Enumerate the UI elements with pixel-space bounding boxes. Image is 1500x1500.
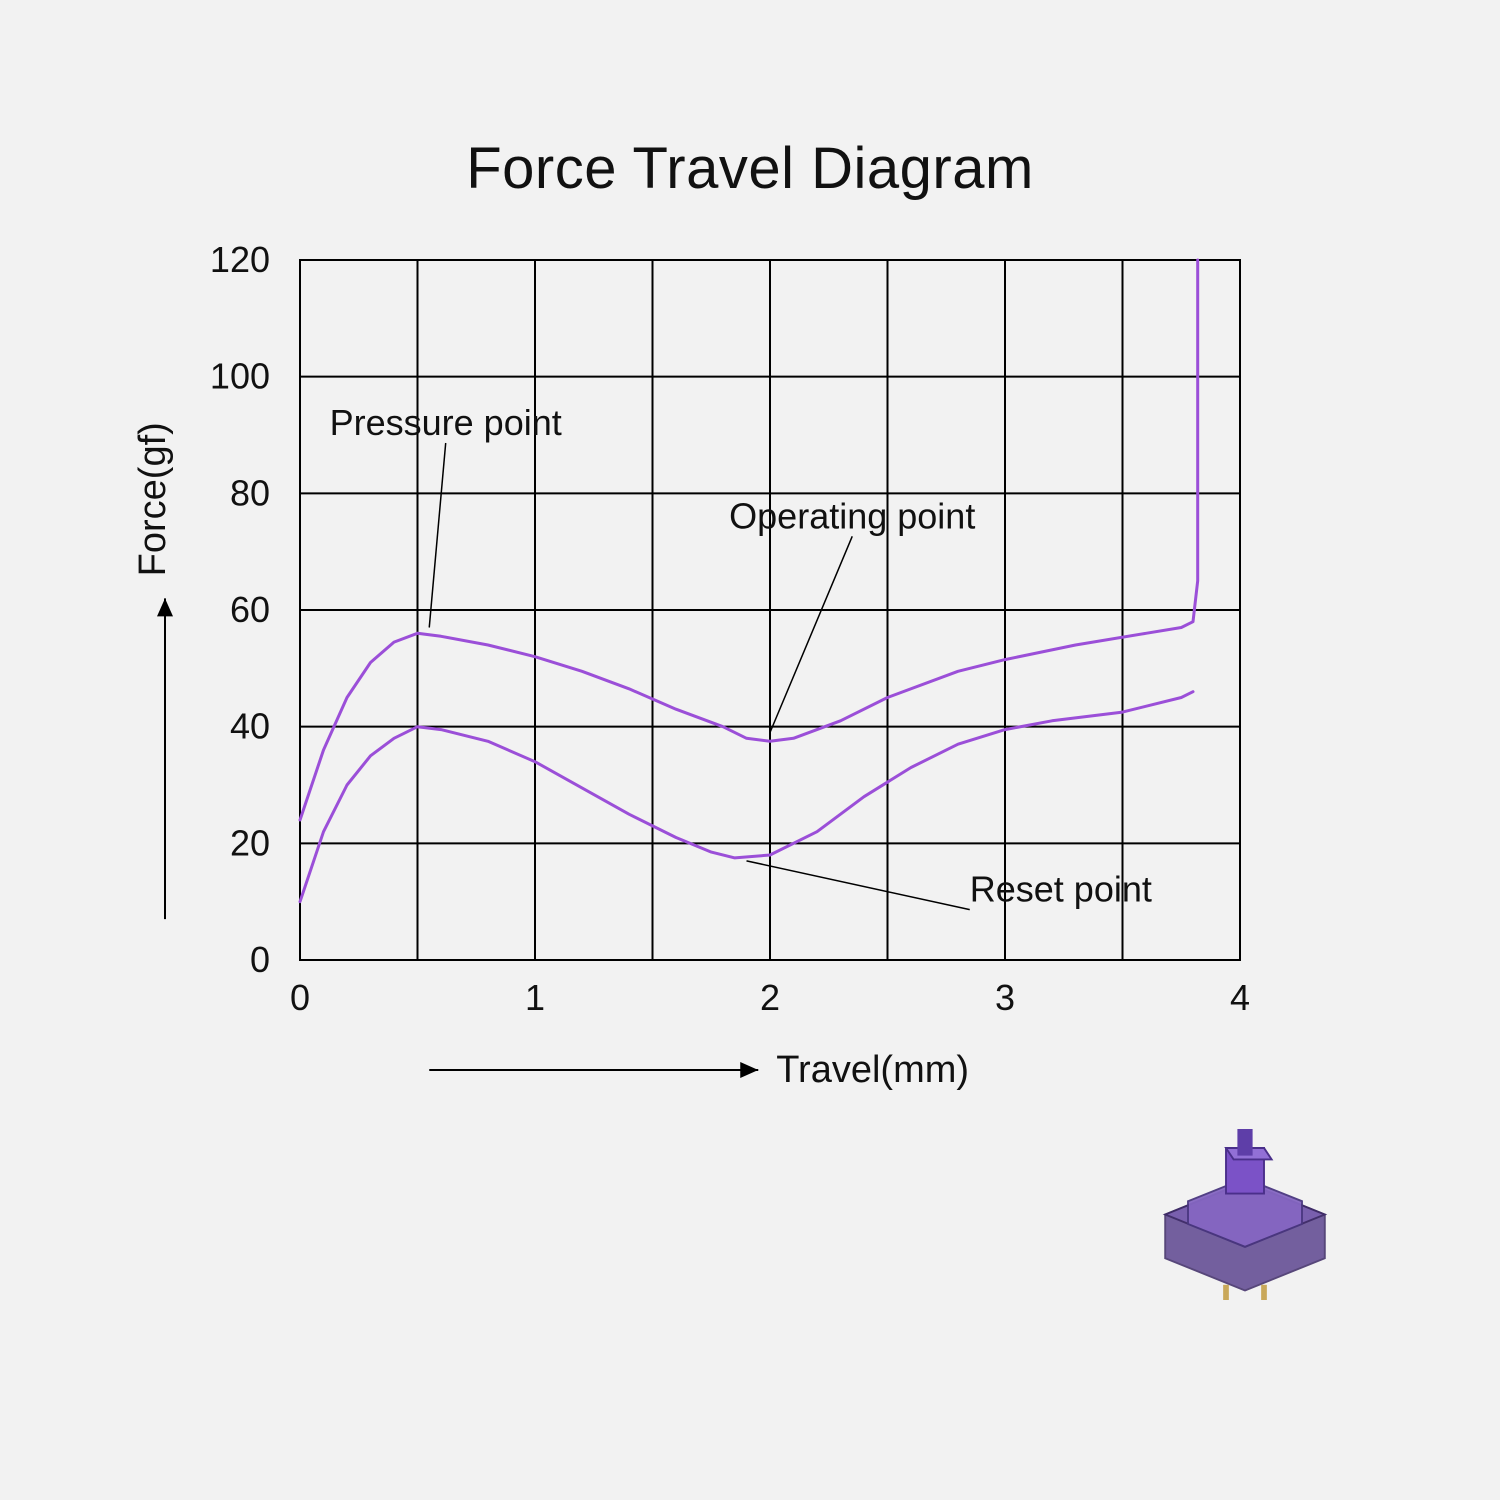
y-tick-label: 0 bbox=[250, 939, 270, 980]
annotation-label: Operating point bbox=[729, 495, 975, 536]
annotation-leader bbox=[429, 443, 445, 628]
x-axis-arrowhead bbox=[740, 1062, 758, 1078]
annotation-label: Reset point bbox=[970, 869, 1152, 910]
y-axis-arrowhead bbox=[157, 598, 173, 616]
x-tick-label: 3 bbox=[995, 977, 1015, 1018]
x-tick-label: 4 bbox=[1230, 977, 1250, 1018]
y-tick-label: 100 bbox=[210, 356, 270, 397]
x-axis-label: Travel(mm) bbox=[776, 1049, 969, 1091]
series-press bbox=[300, 260, 1198, 820]
annotation-label: Pressure point bbox=[330, 402, 562, 443]
y-axis-label: Force(gf) bbox=[132, 422, 174, 576]
annotation-leader bbox=[770, 536, 852, 732]
y-tick-label: 40 bbox=[230, 706, 270, 747]
x-tick-label: 1 bbox=[525, 977, 545, 1018]
x-tick-label: 2 bbox=[760, 977, 780, 1018]
force-travel-chart: 01234020406080100120Pressure pointOperat… bbox=[300, 260, 1240, 960]
chart-title: Force Travel Diagram bbox=[0, 135, 1500, 202]
keyboard-switch-icon bbox=[1150, 1110, 1340, 1300]
annotation-leader bbox=[747, 861, 970, 910]
chart-area: 01234020406080100120Pressure pointOperat… bbox=[300, 260, 1240, 960]
y-tick-label: 20 bbox=[230, 822, 270, 863]
y-tick-label: 120 bbox=[210, 239, 270, 280]
y-tick-label: 60 bbox=[230, 589, 270, 630]
x-tick-label: 0 bbox=[290, 977, 310, 1018]
y-tick-label: 80 bbox=[230, 472, 270, 513]
